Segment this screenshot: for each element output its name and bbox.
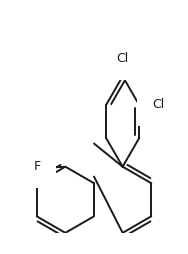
Text: Cl: Cl xyxy=(152,99,164,112)
Text: F: F xyxy=(33,160,41,173)
Text: Cl: Cl xyxy=(117,52,129,65)
